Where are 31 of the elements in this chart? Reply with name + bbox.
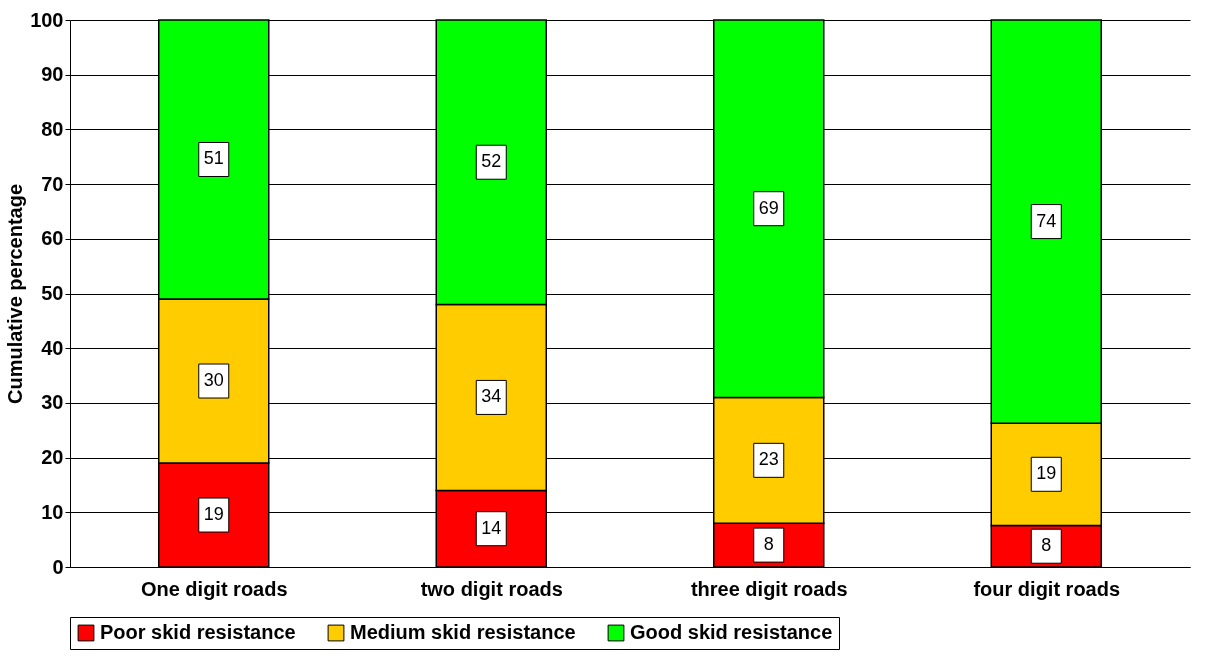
data-label: 14 (481, 517, 502, 538)
y-tick-label: 10 (41, 500, 64, 523)
data-label: 34 (481, 386, 502, 407)
y-tick-label: 0 (52, 555, 64, 578)
data-label: 52 (481, 151, 502, 172)
x-tick-label: One digit roads (140, 577, 288, 600)
x-tick-label: four digit roads (973, 577, 1121, 600)
data-label: 69 (758, 197, 779, 218)
x-tick-label: two digit roads (420, 577, 563, 600)
data-label: 8 (1041, 535, 1052, 556)
y-tick-label: 50 (41, 282, 64, 304)
data-label: 19 (1036, 463, 1057, 484)
y-tick-label: 40 (41, 336, 64, 359)
legend-label: Good skid resistance (630, 621, 833, 643)
y-tick-label: 80 (41, 117, 64, 140)
legend-label: Poor skid resistance (100, 621, 296, 643)
y-tick-label: 90 (41, 63, 64, 86)
data-label: 8 (763, 534, 774, 555)
y-tick-label: 30 (41, 391, 64, 414)
y-tick-label: 100 (30, 8, 64, 31)
y-tick-label: 20 (41, 446, 64, 469)
data-label: 74 (1036, 210, 1057, 231)
data-label: 51 (203, 148, 224, 169)
data-label: 19 (203, 504, 224, 525)
y-tick-label: 60 (41, 227, 64, 250)
x-tick-label: three digit roads (690, 577, 848, 600)
data-label: 30 (203, 370, 224, 391)
legend-label: Medium skid resistance (350, 621, 576, 643)
y-axis-title: Cumulative percentage (4, 183, 27, 405)
y-tick-label: 70 (41, 172, 64, 195)
data-label: 23 (758, 449, 779, 470)
